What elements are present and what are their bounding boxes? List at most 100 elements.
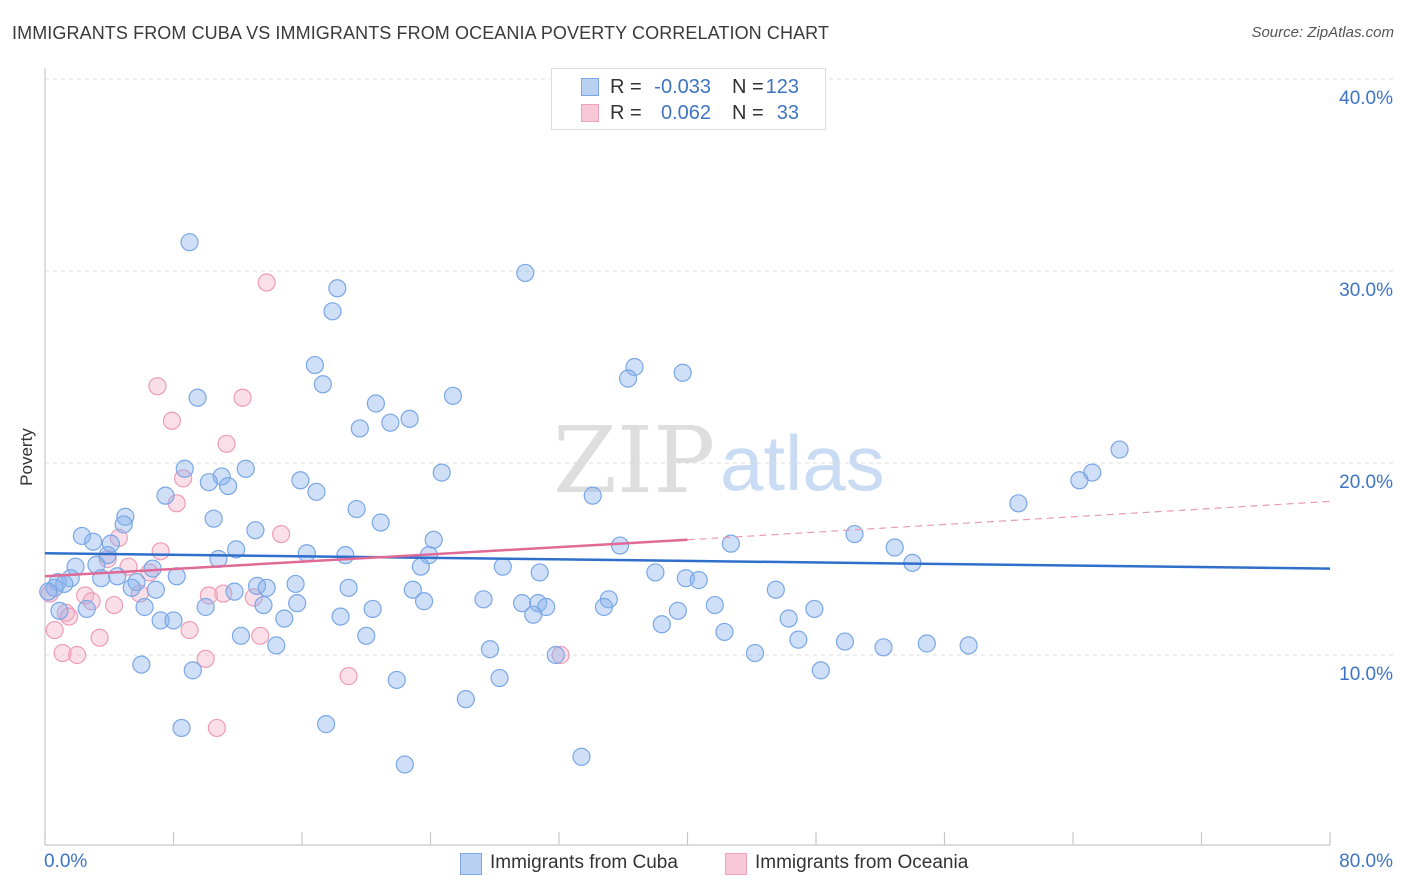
- cuba-point: [101, 534, 120, 553]
- cuba-point: [721, 534, 740, 553]
- correlation-legend: R = -0.033 N = 123 R = 0.062 N = 33: [551, 68, 826, 130]
- cuba-point: [122, 578, 141, 597]
- cuba-point: [204, 509, 223, 528]
- cuba-point: [108, 567, 127, 586]
- cuba-point: [705, 595, 724, 615]
- oceania-n-value: 33: [776, 102, 799, 124]
- cuba-point: [328, 279, 347, 298]
- cuba-point: [257, 578, 276, 597]
- y-tick-labels: 10.0% 20.0% 30.0% 40.0%: [1339, 88, 1393, 685]
- cuba-point: [313, 375, 332, 394]
- cuba-point: [689, 571, 708, 590]
- axes-layer: [44, 68, 1331, 846]
- cuba-point: [745, 643, 765, 663]
- cuba-point: [835, 632, 855, 651]
- cuba-point: [845, 524, 864, 544]
- cuba-point: [196, 597, 215, 617]
- cuba-point: [546, 645, 565, 665]
- y-tick-label: 20.0%: [1339, 472, 1393, 493]
- cuba-r-value: -0.033: [654, 76, 711, 98]
- cuba-point: [512, 594, 532, 613]
- cuba-point: [403, 580, 422, 599]
- cuba-point: [493, 557, 512, 576]
- cuba-point: [673, 363, 692, 382]
- cuba-point: [610, 536, 630, 555]
- cuba-point: [227, 540, 246, 559]
- cuba-point: [618, 369, 638, 388]
- cuba-point: [443, 386, 463, 405]
- cuba-point: [286, 574, 305, 594]
- oceania-point: [199, 586, 218, 605]
- cuba-series-label: Immigrants from Cuba: [490, 852, 678, 873]
- oceania-series-label: Immigrants from Oceania: [755, 852, 969, 873]
- oceania-point: [244, 588, 263, 607]
- chart-title: IMMIGRANTS FROM CUBA VS IMMIGRANTS FROM …: [12, 23, 830, 43]
- y-tick-label: 10.0%: [1339, 664, 1393, 685]
- cuba-point: [151, 611, 170, 630]
- cuba-point: [474, 590, 493, 609]
- cuba-point: [424, 530, 443, 549]
- cuba-point: [1110, 440, 1129, 459]
- cuba-point: [84, 532, 103, 551]
- cuba-trend-line: [44, 551, 1331, 570]
- oceania-points: [40, 273, 570, 738]
- cuba-point: [400, 409, 419, 428]
- cuba-point: [156, 486, 175, 505]
- cuba-point: [411, 557, 430, 576]
- y-tick-label: 30.0%: [1339, 280, 1393, 301]
- oceania-point: [551, 645, 570, 665]
- oceania-point: [207, 718, 226, 738]
- oceania-point: [233, 388, 252, 407]
- cuba-point: [231, 626, 251, 645]
- cuba-point: [917, 634, 936, 653]
- y-axis-label: Poverty: [17, 428, 36, 486]
- oceania-point: [214, 584, 233, 603]
- cuba-point: [316, 715, 336, 734]
- cuba-point: [336, 546, 355, 565]
- cuba-point: [456, 690, 475, 709]
- oceania-point: [272, 524, 291, 544]
- oceania-point: [162, 411, 181, 430]
- cuba-point: [357, 626, 376, 645]
- cuba-point: [135, 597, 154, 617]
- cuba-point: [275, 609, 294, 628]
- cuba-point: [199, 473, 218, 492]
- cuba-point: [339, 578, 358, 597]
- cuba-points: [39, 233, 1129, 774]
- cuba-point: [246, 521, 265, 540]
- cuba-point: [323, 302, 342, 321]
- cuba-point: [116, 507, 135, 526]
- cuba-point: [381, 413, 400, 432]
- cuba-point: [779, 609, 798, 628]
- cuba-point: [350, 419, 369, 438]
- cuba-point: [1070, 471, 1089, 490]
- cuba-point: [347, 499, 366, 519]
- cuba-point: [646, 563, 665, 582]
- watermark: ZIP atlas: [553, 407, 885, 514]
- cuba-point: [432, 463, 451, 482]
- cuba-point: [480, 640, 500, 659]
- cuba-point: [594, 597, 614, 617]
- cuba-point: [307, 482, 326, 501]
- oceania-series-swatch: [725, 853, 747, 875]
- cuba-n-label: N =: [732, 76, 764, 98]
- cuba-point: [414, 592, 434, 611]
- cuba-point: [180, 233, 199, 252]
- cuba-point: [114, 515, 133, 534]
- grid-layer: [45, 78, 1393, 656]
- cuba-point: [48, 572, 67, 592]
- cuba-point: [146, 580, 165, 599]
- cuba-point: [668, 601, 687, 620]
- cuba-point: [50, 601, 69, 620]
- cuba-point: [885, 538, 904, 557]
- cuba-point: [331, 607, 350, 626]
- oceania-r-value: 0.062: [660, 102, 711, 124]
- cuba-point: [572, 747, 591, 766]
- cuba-point: [959, 636, 978, 655]
- cuba-point: [652, 615, 671, 634]
- cuba-legend-swatch: [581, 78, 599, 96]
- oceania-point: [104, 595, 124, 615]
- oceania-point: [151, 542, 170, 561]
- cuba-point: [254, 595, 273, 615]
